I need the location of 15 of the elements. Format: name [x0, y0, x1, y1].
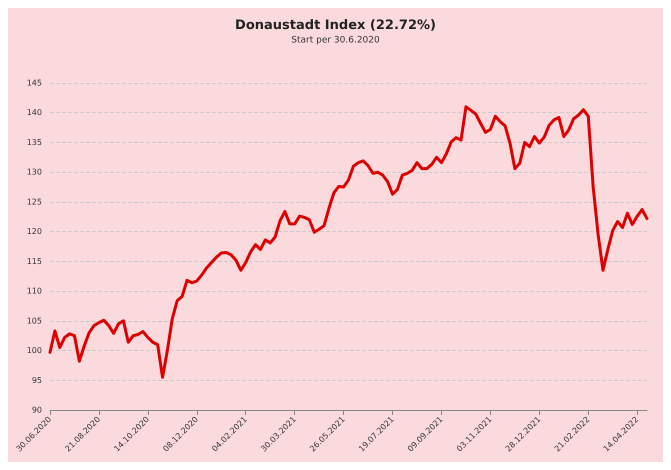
y-tick-label: 120	[26, 227, 42, 236]
y-tick-label: 145	[26, 78, 42, 88]
y-tick-label: 130	[26, 168, 42, 177]
chart-subtitle: Start per 30.6.2020	[291, 36, 380, 46]
y-tick-label: 135	[26, 138, 42, 147]
y-tick-label: 105	[26, 316, 42, 326]
line-series	[48, 105, 648, 379]
y-tick-label: 125	[26, 197, 42, 206]
y-tick-label: 100	[26, 346, 42, 356]
y-tick-label: 115	[26, 256, 42, 266]
y-tick-label: 110	[26, 286, 42, 296]
chart-title: Donaustadt Index (22.72%)	[235, 18, 436, 33]
y-tick-label: 90	[32, 406, 42, 414]
y-tick-label: 95	[32, 376, 42, 385]
y-tick-label: 140	[26, 108, 42, 118]
